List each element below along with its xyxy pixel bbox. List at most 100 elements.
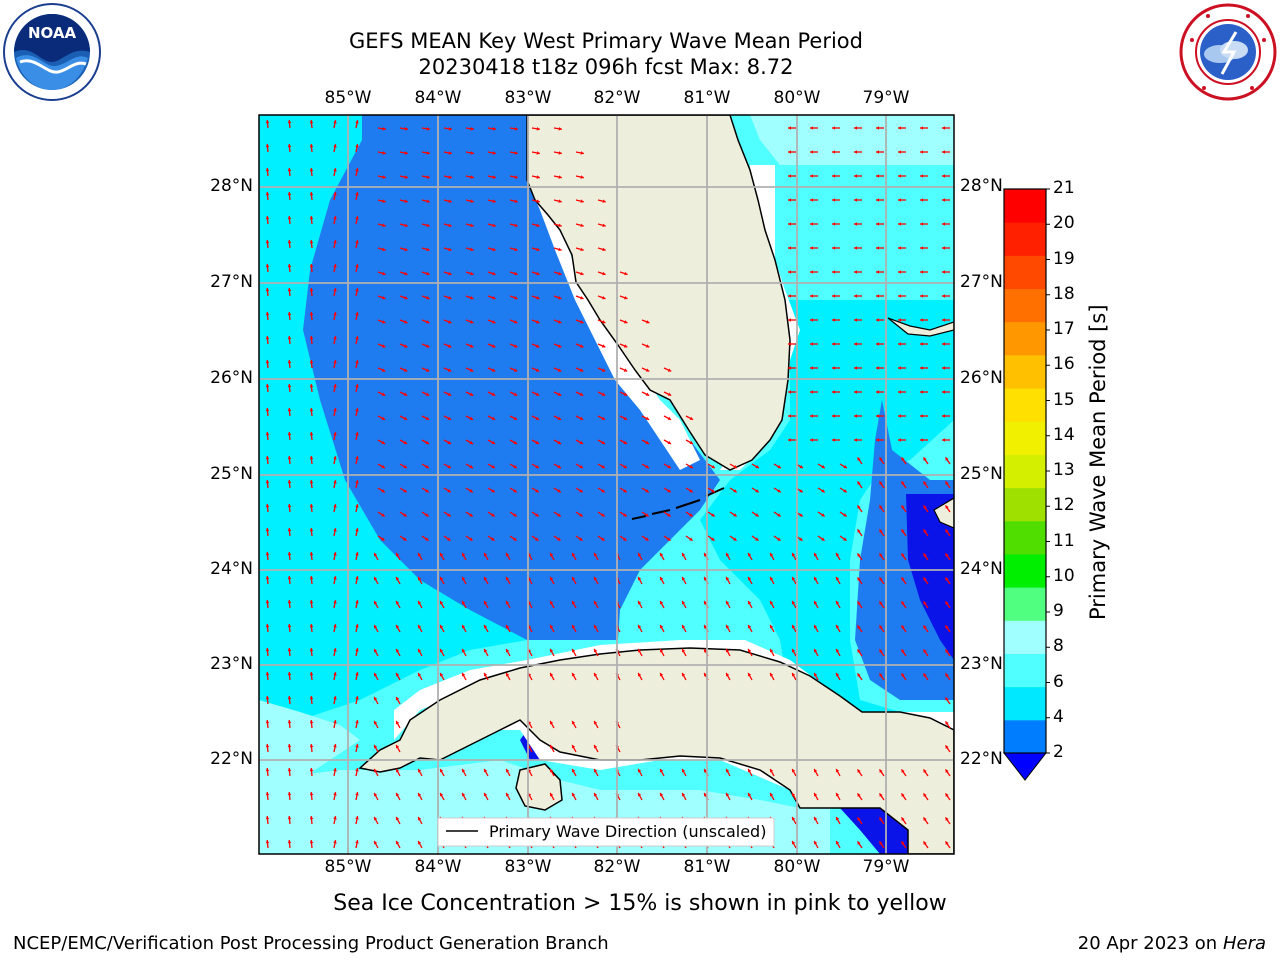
wave-arrow-head [920,390,923,394]
wave-arrow-head [558,127,562,131]
wave-arrow-head [381,464,385,469]
wave-arrow-head [726,624,730,629]
wave-arrow-head [810,222,813,226]
wave-arrow-head [550,672,554,677]
wave-arrow-head [374,744,378,749]
wave-arrow-head [711,513,715,517]
lat-tick-right: 26°N [960,368,1003,388]
colorbar-block [1004,587,1046,621]
wave-arrow-head [770,792,774,797]
wave-arrow-head [440,600,444,605]
wave-arrow-head [355,288,359,292]
wave-arrow-head [558,175,562,179]
wave-arrow-head [506,624,510,629]
wave-arrow-head [491,489,495,493]
wave-arrow-head [879,625,883,629]
wave-arrow-head [381,537,385,541]
wave-arrow-head [945,769,949,773]
lon-tick-bottom: 81°W [683,857,731,877]
wave-arrow-head [857,457,861,461]
colorbar-block [1004,553,1046,588]
wave-arrow-head [788,294,791,298]
wave-arrow-head [355,192,359,196]
wave-arrow-head [491,368,496,372]
wave-arrow-head [404,199,408,203]
wave-arrow-head [333,744,337,748]
wave-arrow-head [667,489,671,493]
wave-arrow-head [857,769,861,773]
wave-arrow-head [843,537,847,541]
wave-arrow-head [558,295,562,300]
wave-arrow-head [287,768,292,772]
wave-arrow-head [689,513,693,517]
wave-arrow-head [898,222,901,226]
wave-arrow-head [920,198,923,202]
wave-arrow-head [287,672,292,676]
wave-arrow-head [381,513,385,517]
wave-arrow-head [645,416,650,420]
footer-host: Hera [1222,933,1266,954]
wave-arrow-head [920,246,923,250]
wave-arrow-head [462,624,466,629]
wave-arrow-head [726,600,730,605]
wave-arrow-head [355,384,359,388]
wave-arrow-head [836,768,840,773]
wave-arrow-head [535,440,539,445]
wave-arrow-head [923,625,927,629]
wave-arrow-head [879,841,883,845]
wave-arrow-head [821,489,825,493]
wave-arrow-head [579,344,584,348]
wave-arrow-head [425,464,429,469]
wave-arrow-head [832,438,835,442]
wave-arrow-head [333,768,337,772]
wave-arrow-head [374,648,378,653]
wave-arrow-head [788,318,791,322]
wave-arrow-head [854,174,857,178]
wave-arrow-head [265,120,270,124]
wave-arrow-head [857,481,861,485]
wave-arrow-head [309,120,314,124]
wave-arrow-head [558,199,562,203]
wave-arrow-head [550,600,554,605]
wave-arrow-head [623,513,627,517]
wave-arrow-head [418,768,422,773]
lat-tick-left: 24°N [210,559,253,579]
wave-arrow-head [945,721,949,725]
wave-arrow-head [333,840,337,844]
wave-arrow-head [470,247,474,252]
wave-arrow-head [777,464,781,469]
wave-arrow-head [876,318,879,322]
wave-arrow-head [550,720,554,725]
wave-arrow-head [854,318,857,322]
wave-arrow-head [832,414,835,418]
wave-arrow-head [491,416,496,420]
footer-date: 20 Apr 2023 on Hera [1078,933,1266,954]
wave-arrow-head [287,480,292,484]
wave-arrow-head [898,390,901,394]
wave-arrow-head [374,768,378,773]
wave-arrow-head [309,432,314,436]
wave-arrow-head [726,792,730,797]
wave-arrow-head [638,672,642,677]
wave-arrow-head [513,464,517,469]
wave-arrow-head [879,529,883,533]
wave-arrow-head [355,360,359,364]
wave-arrow-head [492,320,496,324]
lat-tick-left: 27°N [210,272,253,292]
wave-arrow-head [901,601,905,605]
wave-arrow-head [287,792,292,796]
band-8-9-northeast [750,115,954,165]
wave-arrow-head [374,672,378,677]
wave-arrow-head [287,504,292,508]
wave-arrow-head [942,126,945,130]
wave-arrow-head [492,151,496,155]
colorbar-block [1004,321,1046,356]
wave-arrow-head [447,464,451,469]
wave-arrow-head [876,294,879,298]
wave-arrow-head [682,600,686,605]
wave-arrow-head [514,247,518,252]
wave-arrow-head [448,127,452,131]
wave-arrow-head [265,360,270,364]
wave-arrow-head [287,216,292,220]
wave-arrow-head [580,223,584,228]
